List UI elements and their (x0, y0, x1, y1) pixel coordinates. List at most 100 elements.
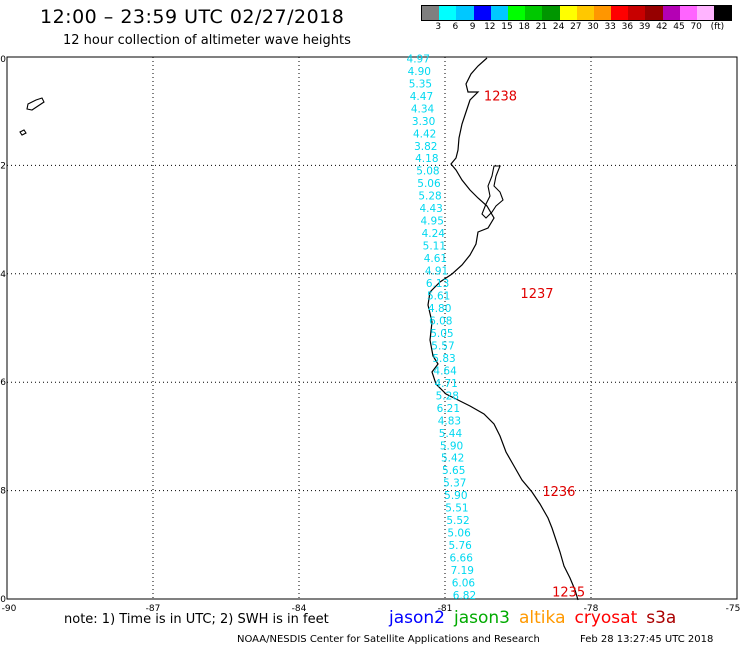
wave-height-label: 6.82 (453, 590, 476, 602)
wave-height-label: 5.06 (447, 528, 471, 540)
wave-height-label: 7.19 (451, 565, 474, 577)
map-frame (6, 56, 738, 600)
pass-time-label: 1235 (552, 585, 585, 600)
wave-height-label: 5.83 (432, 353, 455, 365)
wave-height-label: 3.82 (414, 141, 437, 153)
coastline (427, 57, 579, 601)
color-swatch-1 (439, 6, 457, 20)
color-swatch-8 (559, 6, 577, 20)
color-swatch-14 (662, 6, 680, 20)
color-scale-label: 3 (435, 22, 442, 32)
wave-height-label: 5.57 (431, 340, 454, 352)
color-swatch-15 (679, 6, 697, 20)
legend-altika: altika (519, 608, 566, 628)
color-scale-bar (421, 5, 733, 21)
satellite-legend: jason2 jason3 altika cryosat s3a (389, 608, 685, 628)
wave-height-label: 5.42 (441, 453, 464, 465)
color-swatch-0 (422, 6, 440, 20)
color-swatch-3 (473, 6, 491, 20)
wave-height-label: 4.90 (408, 66, 431, 78)
y-tick-label: -6 (0, 378, 6, 388)
wave-height-label: 6.66 (450, 553, 474, 565)
credit-line: NOAA/NESDIS Center for Satellite Applica… (237, 634, 540, 645)
color-swatch-10 (593, 6, 612, 20)
color-scale-label: 36 (621, 22, 634, 32)
color-scale-label: 33 (604, 22, 616, 32)
wave-height-label: 4.18 (415, 153, 438, 165)
y-tick-label: -2 (0, 161, 6, 171)
color-swatch-17 (714, 6, 732, 20)
wave-height-label: 5.51 (445, 503, 468, 515)
pass-time-labels: 1238 1237 1236 1235 (484, 89, 585, 600)
color-swatch-16 (697, 6, 715, 20)
wave-height-label: 5.28 (436, 390, 459, 402)
wave-height-label: 5.65 (442, 465, 465, 477)
color-scale-label: 39 (638, 22, 651, 32)
color-scale-label: 6 (452, 22, 459, 32)
color-swatch-4 (490, 6, 508, 20)
x-tick-label: -90 (2, 604, 17, 614)
wave-height-label: 5.44 (439, 428, 463, 440)
pass-time-label: 1238 (484, 89, 517, 104)
wave-height-label: 5.37 (443, 478, 466, 490)
wave-height-label: 5.90 (440, 440, 463, 452)
gulf-of-guayaquil-inlet (481, 165, 504, 219)
x-tick-label: -81 (438, 604, 453, 614)
color-scale-label: 9 (469, 22, 476, 32)
wave-height-label: 5.61 (427, 291, 450, 303)
color-swatch-5 (507, 6, 526, 20)
map-grid (6, 56, 738, 600)
color-scale-label: 15 (501, 22, 513, 32)
color-scale-label: 18 (518, 22, 530, 32)
wave-height-label: 6.06 (452, 578, 476, 590)
y-tick-label: 0 (0, 55, 6, 65)
wave-height-label: 4.97 (407, 53, 430, 65)
x-tick-label: -84 (292, 604, 307, 614)
wave-height-label: 3.30 (412, 116, 435, 128)
wave-height-label: 4.83 (438, 415, 461, 427)
wave-height-label: 4.61 (424, 253, 447, 265)
legend-jason2: jason2 (389, 608, 445, 628)
wave-height-label: 5.28 (418, 191, 441, 203)
wave-height-label: 4.47 (410, 91, 433, 103)
wave-height-label: 6.13 (426, 278, 449, 290)
map-title: 12:00 – 23:59 UTC 02/27/2018 (40, 6, 345, 28)
wave-height-label: 4.71 (434, 378, 457, 390)
color-scale-label: 21 (535, 22, 548, 32)
wave-height-label: 4.91 (425, 266, 448, 278)
wave-height-labels: 4.974.905.354.474.343.304.423.824.185.08… (407, 53, 477, 602)
footer-note: note: 1) Time is in UTC; 2) SWH is in fe… (64, 612, 329, 627)
wave-height-label: 5.52 (446, 515, 469, 527)
color-swatch-11 (611, 6, 629, 20)
wave-height-label: 6.08 (429, 315, 452, 327)
color-scale-label: 30 (587, 22, 599, 32)
wave-height-label: 5.90 (444, 490, 467, 502)
wave-height-label: 5.76 (448, 540, 472, 552)
color-scale-label: 12 (484, 22, 496, 32)
legend-cryosat: cryosat (574, 608, 638, 628)
axis-tick-labels: 0 -2 -4 -6 -8 -10-90 -87 -84 -81 -78 -75 (0, 55, 740, 614)
color-swatch-7 (542, 6, 560, 20)
legend-s3a: s3a (646, 608, 677, 628)
pass-time-label: 1237 (520, 287, 553, 302)
wave-height-label: 4.42 (413, 128, 436, 140)
galapagos-island-isabela (26, 97, 45, 111)
color-swatch-13 (645, 6, 663, 20)
legend-jason3: jason3 (454, 608, 510, 628)
color-swatch-9 (576, 6, 594, 20)
color-scale-label: (ft) (710, 22, 725, 32)
color-scale-label: 70 (690, 22, 702, 32)
wave-height-label: 4.24 (422, 228, 446, 240)
wave-height-label: 4.80 (428, 303, 451, 315)
wave-height-label: 4.43 (419, 203, 442, 215)
wave-height-label: 4.64 (433, 365, 457, 377)
wave-height-label: 6.21 (437, 403, 460, 415)
y-tick-label: -10 (0, 595, 6, 605)
x-tick-label: -75 (726, 604, 740, 614)
wave-height-label: 5.05 (430, 328, 453, 340)
galapagos-island-small (19, 129, 27, 136)
color-scale-label: 24 (552, 22, 565, 32)
pass-time-label: 1236 (542, 485, 575, 500)
color-scale-label: 42 (656, 22, 668, 32)
